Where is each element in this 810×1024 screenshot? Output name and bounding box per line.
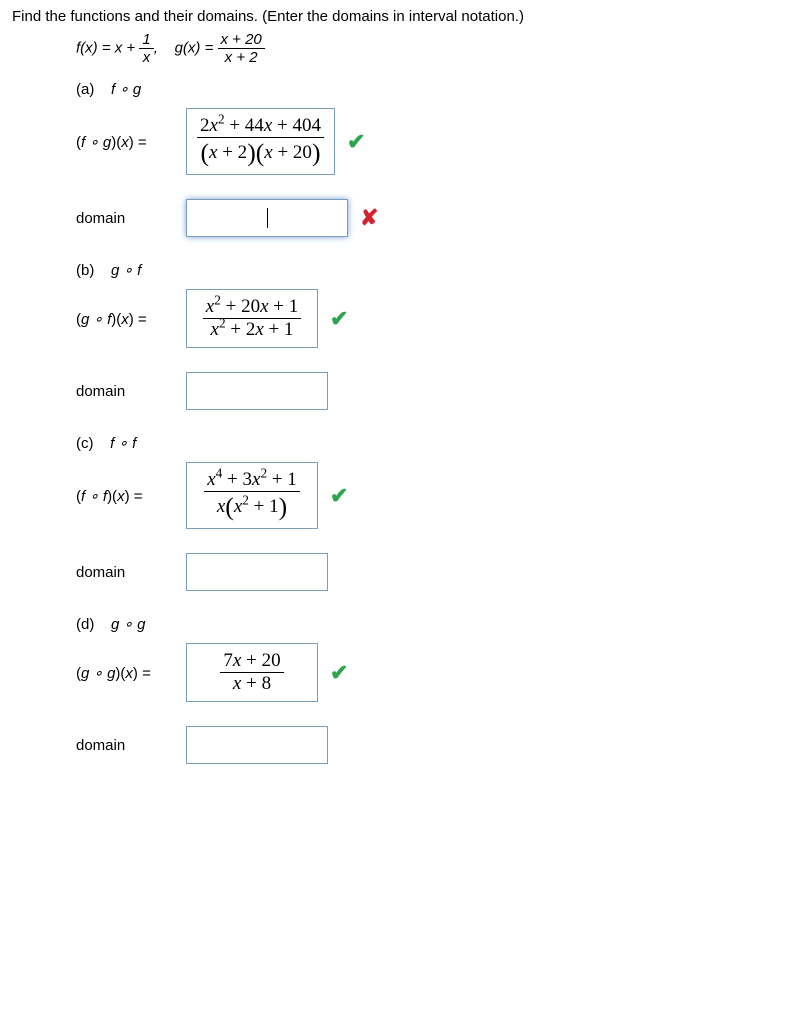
g-def-label: g bbox=[175, 39, 183, 56]
part-d-domain-answer[interactable] bbox=[186, 726, 328, 764]
part-b-function-row: (g ∘ f)(x) = x2 + 20x + 1 x2 + 2x + 1 ✔ bbox=[76, 289, 798, 348]
question-prompt: Find the functions and their domains. (E… bbox=[12, 8, 798, 25]
part-a-label: (a) f ∘ g bbox=[76, 80, 798, 98]
part-a-domain-answer[interactable] bbox=[186, 199, 348, 237]
cross-icon: ✘ bbox=[360, 205, 378, 231]
part-a-function-answer[interactable]: 2x2 + 44x + 404 (x + 2)(x + 20) bbox=[186, 108, 335, 175]
part-c-function-row: (f ∘ f)(x) = x4 + 3x2 + 1 x(x2 + 1) ✔ bbox=[76, 462, 798, 529]
def-sep: , bbox=[154, 39, 158, 56]
part-d-domain-row: domain bbox=[76, 724, 798, 766]
part-a-function-row: (f ∘ g)(x) = 2x2 + 44x + 404 (x + 2)(x +… bbox=[76, 108, 798, 175]
part-b-label: (b) g ∘ f bbox=[76, 261, 798, 279]
part-c-label: (c) f ∘ f bbox=[76, 434, 798, 452]
part-d-label: (d) g ∘ g bbox=[76, 615, 798, 633]
text-cursor-icon bbox=[267, 208, 268, 228]
check-icon: ✔ bbox=[347, 129, 365, 155]
part-d-function-row: (g ∘ g)(x) = 7x + 20 x + 8 ✔ bbox=[76, 643, 798, 702]
part-b-domain-label: domain bbox=[76, 383, 186, 400]
check-icon: ✔ bbox=[330, 483, 348, 509]
part-d-function-answer[interactable]: 7x + 20 x + 8 bbox=[186, 643, 318, 702]
part-c-domain-label: domain bbox=[76, 564, 186, 581]
f-frac: 1 x bbox=[139, 31, 153, 66]
g-frac: x + 20 x + 2 bbox=[218, 31, 265, 66]
part-a-lhs: (f ∘ g)(x) = bbox=[76, 133, 186, 151]
part-b-lhs: (g ∘ f)(x) = bbox=[76, 310, 186, 328]
part-d-lhs: (g ∘ g)(x) = bbox=[76, 664, 186, 682]
part-d-domain-label: domain bbox=[76, 737, 186, 754]
part-a-domain-row: domain ✘ bbox=[76, 197, 798, 239]
part-b-domain-row: domain bbox=[76, 370, 798, 412]
part-c-lhs: (f ∘ f)(x) = bbox=[76, 487, 186, 505]
function-definitions: f(x) = x + 1 x , g(x) = x + 20 x + 2 bbox=[76, 31, 798, 66]
part-b-function-answer[interactable]: x2 + 20x + 1 x2 + 2x + 1 bbox=[186, 289, 318, 348]
f-def-label: f bbox=[76, 39, 80, 56]
part-c-domain-row: domain bbox=[76, 551, 798, 593]
check-icon: ✔ bbox=[330, 306, 348, 332]
part-c-domain-answer[interactable] bbox=[186, 553, 328, 591]
check-icon: ✔ bbox=[330, 660, 348, 686]
part-b-domain-answer[interactable] bbox=[186, 372, 328, 410]
part-c-function-answer[interactable]: x4 + 3x2 + 1 x(x2 + 1) bbox=[186, 462, 318, 529]
part-a-domain-label: domain bbox=[76, 210, 186, 227]
